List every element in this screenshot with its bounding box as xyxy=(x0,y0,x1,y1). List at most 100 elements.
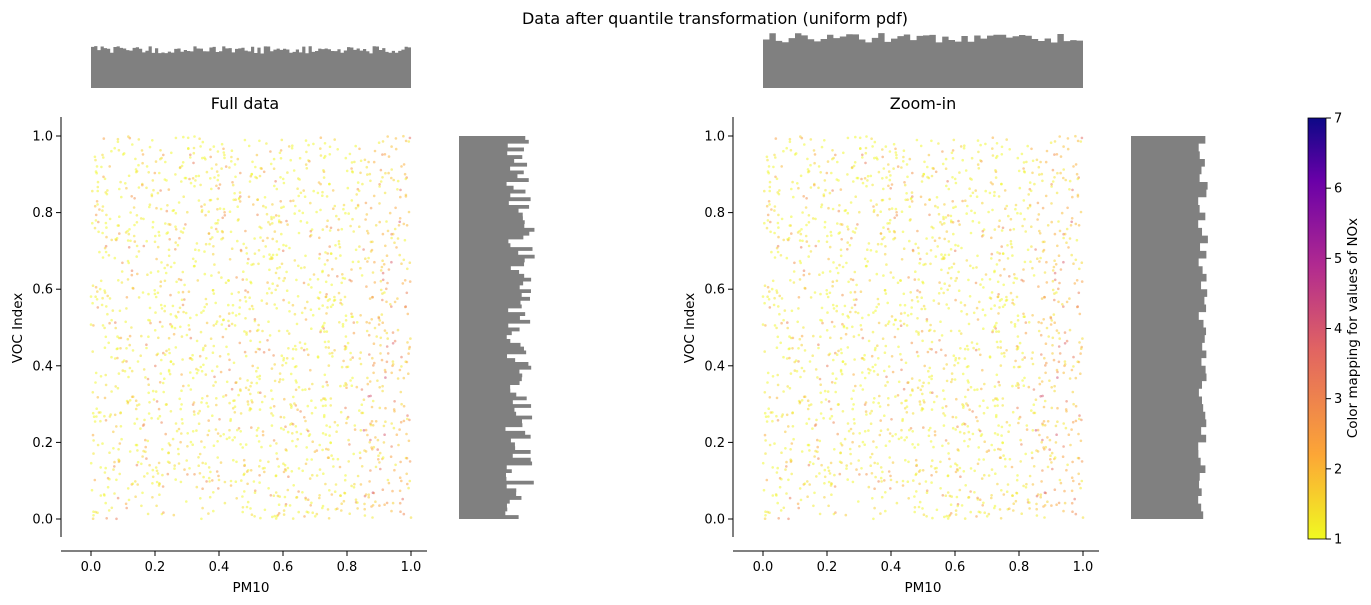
scatter-point xyxy=(130,326,133,329)
scatter-point xyxy=(230,387,234,391)
scatter-point xyxy=(310,286,313,289)
scatter-point xyxy=(990,468,994,471)
scatter-point xyxy=(829,461,833,465)
scatter-point xyxy=(290,470,294,473)
scatter-point xyxy=(941,150,944,153)
scatter-point xyxy=(877,170,881,174)
scatter-point xyxy=(874,475,877,479)
scatter-point xyxy=(790,215,793,218)
scatter-point xyxy=(950,495,953,498)
scatter-point xyxy=(1018,186,1022,190)
scatter-point xyxy=(326,306,329,309)
scatter-point xyxy=(216,440,219,443)
top-histogram-zoom xyxy=(763,33,1083,88)
scatter-point xyxy=(1022,484,1025,488)
scatter-point xyxy=(110,506,114,510)
scatter-point xyxy=(408,261,412,265)
scatter-point xyxy=(866,179,869,182)
scatter-point xyxy=(96,185,100,189)
scatter-point xyxy=(802,195,805,198)
scatter-point xyxy=(137,138,141,141)
scatter-point xyxy=(99,411,102,414)
scatter-point xyxy=(839,222,842,226)
scatter-point xyxy=(942,217,945,221)
scatter-point xyxy=(192,151,196,155)
scatter-point xyxy=(282,205,285,209)
x-axis-full: 0.0 0.2 0.4 0.6 0.8 1.0 PM10 xyxy=(61,550,427,596)
scatter-point xyxy=(1049,141,1053,144)
scatter-point xyxy=(1063,501,1067,505)
scatter-point xyxy=(994,397,997,400)
scatter-point xyxy=(945,514,948,518)
scatter-point xyxy=(185,459,188,462)
scatter-point xyxy=(119,347,122,350)
scatter-point xyxy=(129,239,132,243)
scatter-point xyxy=(922,426,925,429)
scatter-point xyxy=(764,415,768,419)
scatter-point xyxy=(861,316,864,320)
scatter-point xyxy=(257,328,260,332)
scatter-point xyxy=(930,481,933,484)
scatter-point xyxy=(783,309,787,312)
scatter-point xyxy=(1030,451,1034,455)
scatter-point xyxy=(961,423,964,426)
scatter-point xyxy=(297,194,301,198)
scatter-point xyxy=(932,299,936,302)
scatter-point xyxy=(969,467,973,470)
scatter-point xyxy=(1016,335,1020,338)
scatter-point xyxy=(791,425,795,428)
scatter-point xyxy=(1032,465,1036,468)
scatter-point xyxy=(854,195,857,198)
scatter-point xyxy=(1009,240,1013,243)
scatter-point xyxy=(123,369,127,373)
scatter-point xyxy=(151,226,155,229)
scatter-point xyxy=(228,436,231,439)
scatter-point xyxy=(186,210,189,214)
scatter-point xyxy=(884,324,888,327)
scatter-point xyxy=(871,183,874,187)
scatter-point xyxy=(792,281,796,284)
scatter-point xyxy=(835,279,839,283)
scatter-point xyxy=(408,280,412,283)
scatter-point xyxy=(104,383,108,387)
scatter-point xyxy=(398,476,402,480)
scatter-point xyxy=(280,262,284,266)
scatter-point xyxy=(105,517,108,520)
scatter-point xyxy=(951,200,954,203)
scatter-point xyxy=(1052,265,1056,269)
scatter-point xyxy=(941,162,945,166)
scatter-point xyxy=(1043,295,1046,299)
scatter-point xyxy=(1072,479,1075,483)
scatter-point xyxy=(169,410,173,413)
scatter-point xyxy=(815,475,818,478)
scatter-point xyxy=(831,372,835,375)
scatter-point xyxy=(95,200,99,203)
scatter-point xyxy=(800,228,803,231)
scatter-point xyxy=(363,514,367,517)
scatter-point xyxy=(793,261,796,265)
scatter-point xyxy=(108,217,112,221)
scatter-point xyxy=(293,259,297,262)
scatter-point xyxy=(235,497,238,500)
scatter-point xyxy=(285,270,288,274)
scatter-point xyxy=(333,295,336,299)
scatter-point xyxy=(215,397,218,400)
scatter-point xyxy=(211,236,214,239)
y-axis-label-zoom: VOC Index xyxy=(682,293,698,364)
scatter-point xyxy=(105,235,108,239)
scatter-point xyxy=(1014,203,1018,207)
scatter-point xyxy=(198,409,201,413)
scatter-point xyxy=(914,242,917,246)
scatter-point xyxy=(976,496,979,500)
scatter-point xyxy=(790,442,794,445)
scatter-point xyxy=(287,475,290,479)
scatter-point xyxy=(301,491,304,494)
scatter-point xyxy=(285,289,289,293)
scatter-point xyxy=(878,433,882,437)
scatter-point xyxy=(834,153,837,157)
scatter-point xyxy=(337,217,341,221)
scatter-point xyxy=(1049,323,1053,326)
scatter-point xyxy=(249,384,252,388)
scatter-point xyxy=(1006,244,1009,247)
scatter-point xyxy=(869,464,872,468)
